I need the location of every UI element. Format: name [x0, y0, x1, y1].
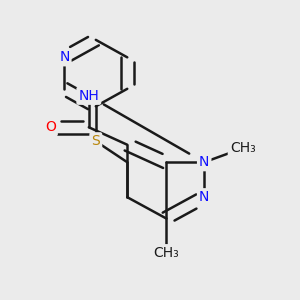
Text: NH: NH — [78, 89, 99, 103]
Text: N: N — [59, 50, 70, 64]
Text: N: N — [199, 155, 209, 169]
Text: CH₃: CH₃ — [230, 141, 256, 155]
Text: O: O — [45, 120, 56, 134]
Text: S: S — [92, 134, 100, 148]
Text: CH₃: CH₃ — [153, 246, 178, 260]
Text: N: N — [199, 190, 209, 204]
